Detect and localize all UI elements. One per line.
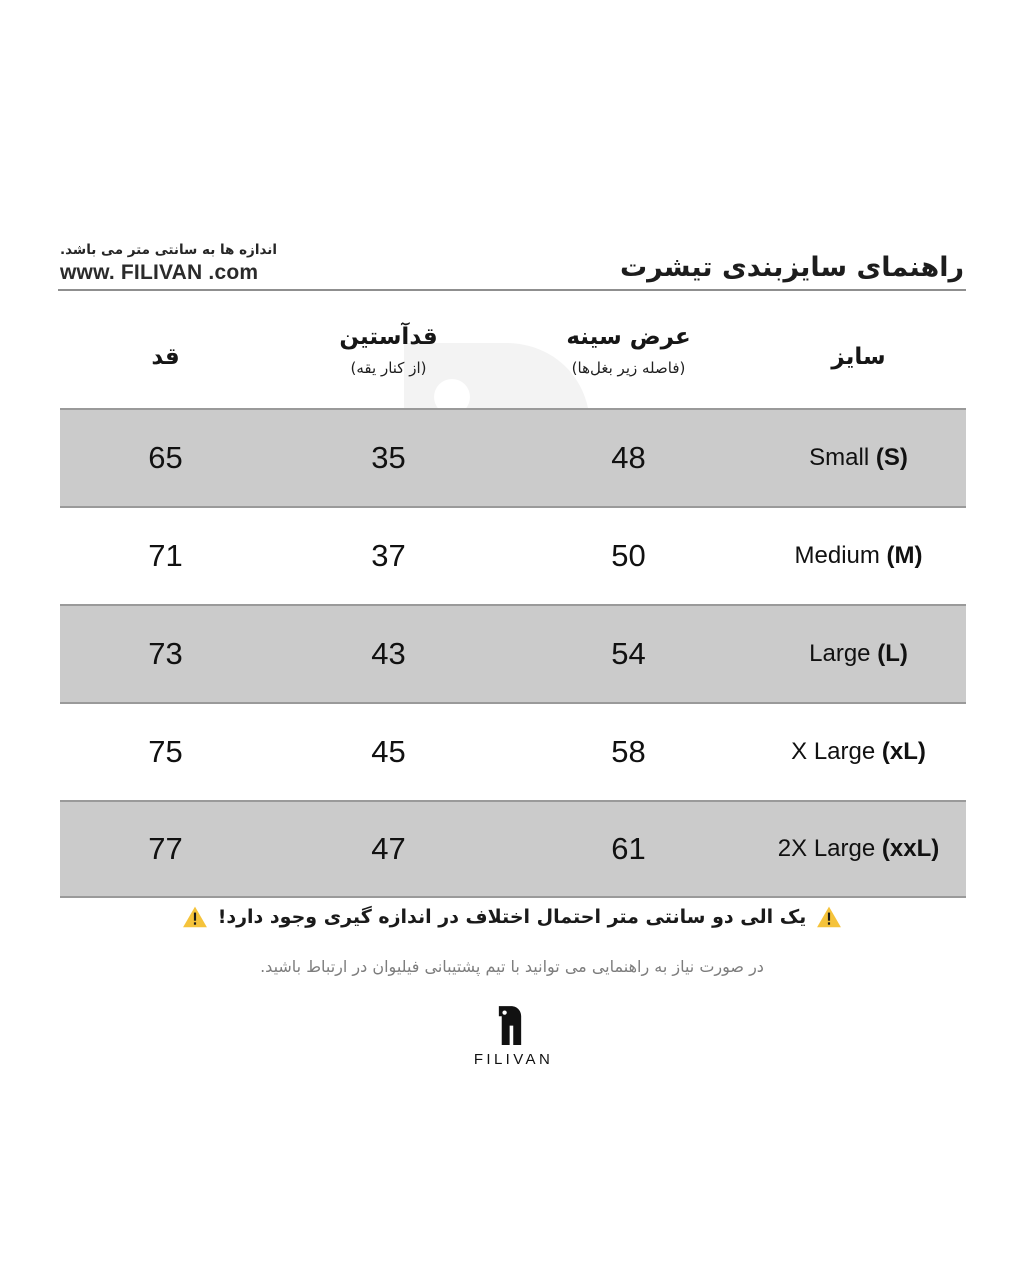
cell-chest: 61 <box>506 831 751 867</box>
table-header-row: سایز عرض سینه (فاصله زیر بغل‌ها) قدآستین… <box>60 293 966 408</box>
cell-size: Medium (M) <box>751 542 966 570</box>
column-header-chest-label: عرض سینه <box>566 323 691 350</box>
warning-triangle-icon-right <box>816 905 842 929</box>
sleeve-value: 45 <box>371 734 406 769</box>
cell-size: Small (S) <box>751 444 966 472</box>
chest-value: 50 <box>611 538 646 573</box>
table-row: Large (L) 54 43 73 <box>60 604 966 702</box>
column-header-length: قد <box>60 330 271 370</box>
size-label: X Large (xL) <box>791 738 926 765</box>
cell-length: 73 <box>60 636 271 672</box>
size-label: 2X Large (xxL) <box>777 835 940 862</box>
table-row: 2X Large (xxL) 61 47 77 <box>60 800 966 898</box>
cell-length: 77 <box>60 831 271 867</box>
sleeve-value: 35 <box>371 440 406 475</box>
column-header-sleeve-sub: (از کنار یقه) <box>350 359 427 378</box>
size-label: Small (S) <box>809 444 908 471</box>
column-header-length-label: قد <box>151 344 180 371</box>
header-divider <box>58 289 966 291</box>
table-row: Medium (M) 50 37 71 <box>60 506 966 604</box>
column-header-sleeve-label: قدآستین <box>339 323 438 350</box>
column-header-chest-sub: (فاصله زیر بغل‌ها) <box>571 359 686 378</box>
sleeve-value: 37 <box>371 538 406 573</box>
length-value: 71 <box>148 538 183 573</box>
sleeve-value: 43 <box>371 636 406 671</box>
column-header-chest: عرض سینه (فاصله زیر بغل‌ها) <box>506 324 751 377</box>
size-label: Medium (M) <box>794 542 923 569</box>
cell-length: 75 <box>60 734 271 770</box>
unit-note: اندازه ها به سانتی متر می باشد. <box>60 241 277 258</box>
page-title: راهنمای سایزبندی تیشرت <box>619 251 964 283</box>
column-header-size: سایز <box>751 330 966 370</box>
column-header-sleeve: قدآستین (از کنار یقه) <box>271 324 506 377</box>
warning-triangle-icon-left <box>182 905 208 929</box>
table-row: Small (S) 48 35 65 <box>60 408 966 506</box>
cell-sleeve: 47 <box>271 831 506 867</box>
cell-chest: 48 <box>506 440 751 476</box>
support-text: در صورت نیاز به راهنمایی می توانید با تی… <box>260 957 764 976</box>
logo-wordmark: FILIVAN <box>473 1051 554 1068</box>
filivan-logo: FILIVAN <box>471 1004 553 1068</box>
cell-sleeve: 43 <box>271 636 506 672</box>
chest-value: 61 <box>611 831 646 866</box>
cell-length: 65 <box>60 440 271 476</box>
cell-chest: 58 <box>506 734 751 770</box>
cell-chest: 50 <box>506 538 751 574</box>
chest-value: 48 <box>611 440 646 475</box>
size-label: Large (L) <box>809 640 908 667</box>
cell-sleeve: 37 <box>271 538 506 574</box>
length-value: 65 <box>148 440 183 475</box>
cell-sleeve: 45 <box>271 734 506 770</box>
table-body: Small (S) 48 35 65 Medium (M) 50 37 71 Large (L)… <box>60 408 966 898</box>
chest-value: 58 <box>611 734 646 769</box>
cell-size: 2X Large (xxL) <box>751 835 966 863</box>
measurement-warning: یک الی دو سانتی متر احتمال اختلاف در اند… <box>0 905 1024 929</box>
elephant-logo-icon <box>494 1004 530 1046</box>
warning-text: یک الی دو سانتی متر احتمال اختلاف در اند… <box>217 906 807 928</box>
cell-length: 71 <box>60 538 271 574</box>
brand-block: اندازه ها به سانتی متر می باشد. www. FIL… <box>60 242 277 286</box>
cell-size: X Large (xL) <box>751 738 966 766</box>
length-value: 77 <box>148 831 183 866</box>
size-table: سایز عرض سینه (فاصله زیر بغل‌ها) قدآستین… <box>60 293 966 898</box>
cell-size: Large (L) <box>751 640 966 668</box>
cell-sleeve: 35 <box>271 440 506 476</box>
length-value: 73 <box>148 636 183 671</box>
column-header-size-label: سایز <box>831 344 886 371</box>
table-row: X Large (xL) 58 45 75 <box>60 702 966 800</box>
website-url: www. FILIVAN .com <box>60 260 259 284</box>
length-value: 75 <box>148 734 183 769</box>
chest-value: 54 <box>611 636 646 671</box>
header-bar: راهنمای سایزبندی تیشرت اندازه ها به سانت… <box>60 228 964 286</box>
sleeve-value: 47 <box>371 831 406 866</box>
cell-chest: 54 <box>506 636 751 672</box>
